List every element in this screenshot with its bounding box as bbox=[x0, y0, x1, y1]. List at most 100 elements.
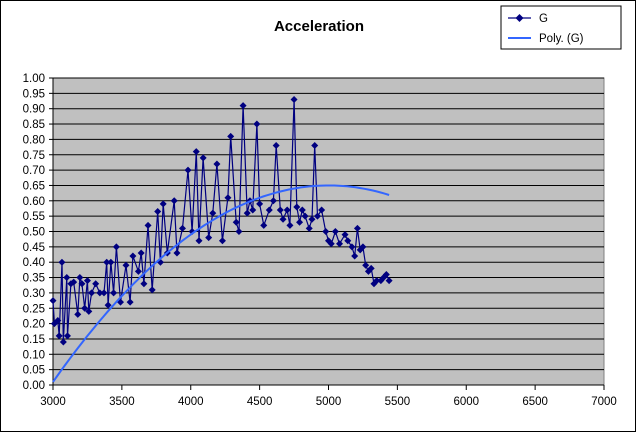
data-point bbox=[63, 332, 71, 340]
data-point bbox=[74, 310, 82, 318]
data-point bbox=[100, 289, 108, 297]
data-point bbox=[253, 120, 261, 128]
x-tick-label: 7000 bbox=[591, 396, 617, 408]
data-point bbox=[249, 206, 257, 214]
data-point bbox=[122, 261, 130, 269]
y-tick-label: 0.25 bbox=[23, 303, 45, 315]
y-tick-label: 0.50 bbox=[23, 227, 45, 239]
data-point bbox=[283, 206, 291, 214]
data-point bbox=[336, 240, 344, 248]
data-point bbox=[224, 194, 232, 202]
y-tick-label: 0.00 bbox=[23, 380, 45, 392]
data-point bbox=[112, 243, 120, 251]
y-tick-label: 0.75 bbox=[23, 150, 45, 162]
data-point bbox=[83, 277, 91, 285]
data-point bbox=[92, 280, 100, 288]
data-point bbox=[110, 289, 118, 297]
legend-box bbox=[500, 5, 622, 50]
data-point bbox=[178, 224, 186, 232]
y-tick-label: 0.70 bbox=[23, 165, 45, 177]
y-tick-label: 0.60 bbox=[23, 196, 45, 208]
data-point bbox=[205, 234, 213, 242]
data-point bbox=[107, 258, 115, 266]
data-point bbox=[218, 237, 226, 245]
data-point bbox=[367, 264, 375, 272]
data-point bbox=[276, 206, 284, 214]
y-tick-label: 0.80 bbox=[23, 134, 45, 146]
data-point bbox=[104, 301, 112, 309]
data-point bbox=[353, 224, 361, 232]
data-point bbox=[290, 95, 298, 103]
data-point bbox=[88, 289, 96, 297]
y-tick-label: 0.40 bbox=[23, 257, 45, 269]
data-point bbox=[256, 200, 264, 208]
y-tick-label: 0.95 bbox=[23, 88, 45, 100]
data-point bbox=[85, 307, 93, 315]
data-point bbox=[362, 261, 370, 269]
data-point bbox=[199, 154, 207, 162]
y-tick-label: 0.05 bbox=[23, 365, 45, 377]
legend: G Poly. (G) bbox=[500, 5, 622, 50]
data-point bbox=[311, 142, 319, 150]
data-point bbox=[170, 197, 178, 205]
data-point bbox=[232, 218, 240, 226]
data-point bbox=[318, 206, 326, 214]
data-point bbox=[305, 224, 313, 232]
data-point bbox=[159, 200, 167, 208]
data-point bbox=[63, 274, 71, 282]
data-point bbox=[59, 338, 67, 346]
data-point bbox=[140, 280, 148, 288]
data-point bbox=[96, 289, 104, 297]
data-point bbox=[260, 221, 268, 229]
y-tick-label: 0.85 bbox=[23, 119, 45, 131]
legend-label-g: G bbox=[539, 13, 548, 25]
x-tick-label: 4000 bbox=[178, 396, 204, 408]
data-point bbox=[269, 197, 277, 205]
data-point bbox=[243, 209, 251, 217]
data-point bbox=[344, 237, 352, 245]
data-point bbox=[184, 166, 192, 174]
x-tick-label: 6500 bbox=[522, 396, 548, 408]
data-point bbox=[192, 148, 200, 156]
data-point bbox=[359, 243, 367, 251]
data-point bbox=[54, 317, 62, 325]
data-point bbox=[78, 280, 86, 288]
data-point bbox=[70, 278, 78, 286]
y-tick-label: 0.30 bbox=[23, 288, 45, 300]
data-point bbox=[272, 142, 280, 150]
data-point bbox=[137, 249, 145, 257]
x-tick-label: 3500 bbox=[109, 396, 135, 408]
data-point bbox=[55, 332, 63, 340]
x-tick-label: 5500 bbox=[385, 396, 411, 408]
x-tick-label: 5000 bbox=[316, 396, 342, 408]
data-point bbox=[195, 237, 203, 245]
data-point bbox=[322, 228, 330, 235]
y-tick-label: 0.15 bbox=[23, 334, 45, 346]
series-g bbox=[49, 95, 393, 346]
data-point bbox=[286, 221, 294, 229]
y-tick-label: 0.65 bbox=[23, 180, 45, 192]
y-tick-label: 0.35 bbox=[23, 273, 45, 285]
data-point bbox=[58, 258, 66, 266]
x-tick-label: 3000 bbox=[40, 396, 66, 408]
data-point bbox=[373, 277, 381, 285]
y-tick-label: 0.90 bbox=[23, 104, 45, 116]
data-point bbox=[213, 160, 221, 168]
poly-trendline bbox=[52, 184, 390, 383]
data-point bbox=[327, 240, 335, 248]
legend-label-poly: Poly. (G) bbox=[539, 33, 584, 45]
x-tick-label: 6000 bbox=[453, 396, 479, 408]
data-point bbox=[331, 228, 339, 235]
data-point bbox=[49, 297, 57, 305]
data-point bbox=[341, 231, 349, 239]
data-point bbox=[126, 298, 134, 306]
y-tick-label: 0.45 bbox=[23, 242, 45, 254]
data-point bbox=[144, 221, 152, 229]
y-tick-label: 1.00 bbox=[23, 73, 45, 85]
data-point bbox=[293, 203, 301, 211]
data-point bbox=[209, 209, 217, 217]
chart-title: Acceleration bbox=[274, 18, 364, 35]
data-point bbox=[103, 258, 111, 266]
